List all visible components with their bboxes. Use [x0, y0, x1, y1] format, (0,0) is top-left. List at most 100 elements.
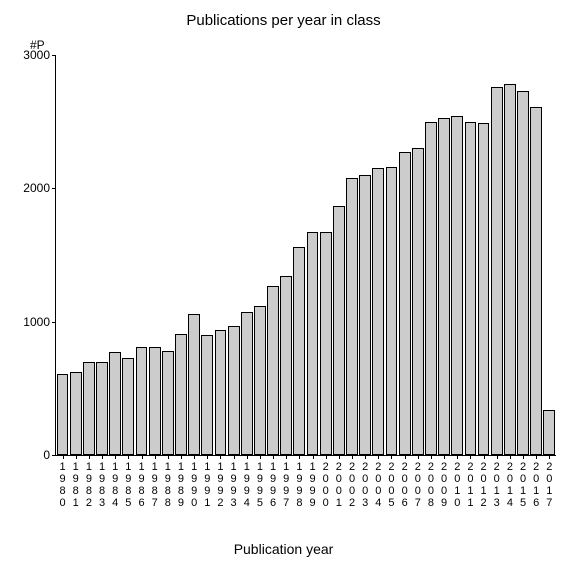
xtick-mark: [444, 455, 445, 459]
xtick-mark: [207, 455, 208, 459]
xtick-label: 1 9 8 2: [84, 461, 94, 509]
bar-slot: 1 9 8 9: [174, 55, 187, 455]
bar-slot: 1 9 8 8: [161, 55, 174, 455]
xtick-label: 1 9 8 6: [137, 461, 147, 509]
bar: [175, 334, 187, 455]
bar: [438, 118, 450, 455]
xtick-label: 2 0 0 7: [413, 461, 423, 509]
xtick-mark: [220, 455, 221, 459]
xtick-label: 1 9 9 1: [202, 461, 212, 509]
chart-title: Publications per year in class: [0, 12, 567, 29]
xtick-mark: [326, 455, 327, 459]
bar: [83, 362, 95, 455]
xtick-mark: [76, 455, 77, 459]
bar: [399, 152, 411, 455]
bar-slot: 2 0 1 1: [464, 55, 477, 455]
xtick-label: 2 0 1 1: [465, 461, 475, 509]
bar: [241, 312, 253, 455]
bar-slot: 2 0 1 7: [543, 55, 556, 455]
xtick-label: 2 0 0 3: [360, 461, 370, 509]
xtick-mark: [155, 455, 156, 459]
bar: [504, 84, 516, 455]
bar: [201, 335, 213, 455]
bar-slot: 2 0 0 6: [398, 55, 411, 455]
bar-slot: 1 9 9 6: [267, 55, 280, 455]
xtick-mark: [457, 455, 458, 459]
bar: [386, 167, 398, 455]
ytick-mark: [52, 55, 56, 56]
bar-slot: 1 9 9 0: [188, 55, 201, 455]
xtick-mark: [102, 455, 103, 459]
xtick-mark: [365, 455, 366, 459]
ytick-mark: [52, 322, 56, 323]
xtick-label: 2 0 0 4: [373, 461, 383, 509]
xtick-label: 1 9 8 5: [123, 461, 133, 509]
bar: [412, 148, 424, 455]
xtick-mark: [378, 455, 379, 459]
bar: [465, 122, 477, 455]
bar-slot: 1 9 8 0: [56, 55, 69, 455]
bar-slot: 2 0 1 3: [490, 55, 503, 455]
bar-slot: 2 0 0 7: [411, 55, 424, 455]
bar: [293, 247, 305, 455]
bar: [543, 410, 555, 455]
bar-slot: 2 0 1 0: [451, 55, 464, 455]
bar-slot: 1 9 9 1: [201, 55, 214, 455]
xtick-label: 2 0 0 5: [386, 461, 396, 509]
bar-slot: 2 0 0 1: [332, 55, 345, 455]
xtick-label: 2 0 0 9: [439, 461, 449, 509]
bar-slot: 2 0 1 5: [516, 55, 529, 455]
plot-area: 1 9 8 01 9 8 11 9 8 21 9 8 31 9 8 41 9 8…: [55, 55, 556, 456]
bar-slot: 2 0 0 8: [424, 55, 437, 455]
bar-slot: 2 0 0 5: [385, 55, 398, 455]
bar-slot: 1 9 8 6: [135, 55, 148, 455]
bar: [333, 206, 345, 455]
bar-slot: 2 0 0 0: [319, 55, 332, 455]
xtick-label: 1 9 9 8: [294, 461, 304, 509]
xtick-mark: [194, 455, 195, 459]
xtick-label: 1 9 8 4: [110, 461, 120, 509]
xtick-label: 2 0 0 6: [400, 461, 410, 509]
bar: [70, 372, 82, 455]
xtick-label: 1 9 9 2: [215, 461, 225, 509]
bar-slot: 1 9 8 7: [148, 55, 161, 455]
xtick-mark: [234, 455, 235, 459]
bar-slot: 1 9 9 4: [240, 55, 253, 455]
bar: [162, 351, 174, 455]
bar-slot: 1 9 9 3: [227, 55, 240, 455]
xtick-mark: [299, 455, 300, 459]
bar-slot: 2 0 0 3: [359, 55, 372, 455]
xtick-mark: [497, 455, 498, 459]
bar: [215, 330, 227, 455]
xtick-mark: [142, 455, 143, 459]
xtick-mark: [313, 455, 314, 459]
bar: [228, 326, 240, 455]
bar: [188, 314, 200, 455]
xtick-label: 1 9 9 3: [229, 461, 239, 509]
xtick-mark: [418, 455, 419, 459]
xtick-label: 2 0 0 0: [321, 461, 331, 509]
chart-container: Publications per year in class #P 1 9 8 …: [0, 0, 567, 567]
xtick-label: 1 9 8 3: [97, 461, 107, 509]
bar: [57, 374, 69, 455]
xtick-label: 1 9 8 8: [163, 461, 173, 509]
xtick-label: 1 9 8 0: [58, 461, 68, 509]
xtick-mark: [181, 455, 182, 459]
bar: [122, 358, 134, 455]
xtick-mark: [128, 455, 129, 459]
xtick-label: 1 9 8 9: [176, 461, 186, 509]
xtick-mark: [484, 455, 485, 459]
bar: [267, 286, 279, 455]
bar: [451, 116, 463, 455]
xtick-label: 1 9 8 1: [71, 461, 81, 509]
xtick-label: 2 0 1 7: [544, 461, 554, 509]
xtick-label: 1 9 9 4: [242, 461, 252, 509]
bar-slot: 1 9 8 1: [69, 55, 82, 455]
xtick-mark: [115, 455, 116, 459]
bar-slot: 1 9 9 8: [293, 55, 306, 455]
bar-slot: 1 9 9 9: [306, 55, 319, 455]
xtick-mark: [260, 455, 261, 459]
xtick-mark: [536, 455, 537, 459]
ytick-mark: [52, 455, 56, 456]
xtick-label: 1 9 9 9: [308, 461, 318, 509]
